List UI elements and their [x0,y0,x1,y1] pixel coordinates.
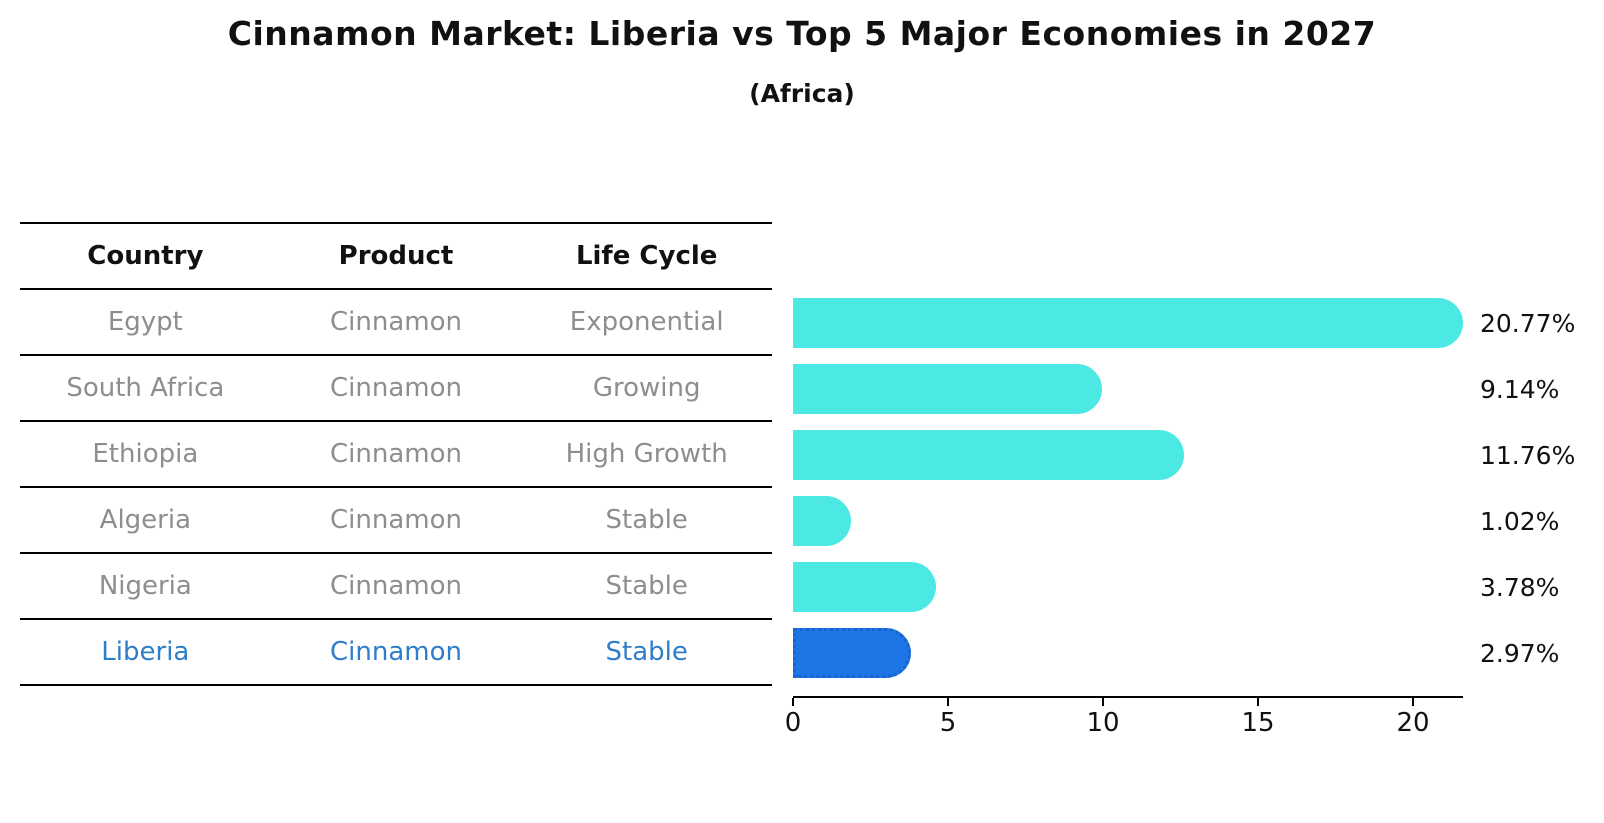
cell-life-cycle: Stable [605,637,688,667]
cell-country: South Africa [66,373,225,403]
cell-product: Cinnamon [330,307,462,337]
cell-country: Egypt [107,307,183,337]
bar-ethiopia [793,430,1184,480]
cell-country: Liberia [101,637,190,667]
x-axis-tick [792,698,794,706]
x-axis-tick-label: 10 [1086,708,1120,738]
chart-subtitle: (Africa) [749,79,855,108]
cell-country: Nigeria [98,571,192,601]
cell-life-cycle: Stable [605,571,688,601]
cell-life-cycle: Growing [592,373,701,403]
cell-product: Cinnamon [330,373,462,403]
table-row: Egypt Cinnamon Exponential [20,290,772,356]
table-row: Algeria Cinnamon Stable [20,488,772,554]
bar-nigeria [793,562,936,612]
cell-country: Algeria [99,505,192,535]
country-table: Country Product Life Cycle Egypt Cinnamo… [20,222,772,686]
bar-egypt [793,298,1463,348]
bar-south-africa [793,364,1102,414]
table-row: Ethiopia Cinnamon High Growth [20,422,772,488]
cell-life-cycle: Exponential [569,307,724,337]
cell-product: Cinnamon [330,637,462,667]
table-row: Nigeria Cinnamon Stable [20,554,772,620]
x-axis-tick-label: 20 [1396,708,1430,738]
table-row-liberia: Liberia Cinnamon Stable [20,620,772,686]
x-axis-tick-label: 5 [939,708,957,738]
cell-product: Cinnamon [330,439,462,469]
value-label: 20.77% [1480,308,1576,338]
bar-algeria [793,496,851,546]
x-axis-tick [1257,698,1259,706]
cell-country: Ethiopia [92,439,199,469]
x-axis-tick-label: 0 [784,708,802,738]
cell-life-cycle: High Growth [565,439,728,469]
table-row: South Africa Cinnamon Growing [20,356,772,422]
x-axis-tick [1412,698,1414,706]
header-country: Country [87,241,204,271]
value-label: 3.78% [1480,572,1560,602]
value-label: 1.02% [1480,506,1560,536]
table-header-row: Country Product Life Cycle [20,224,772,290]
header-product: Product [338,241,454,271]
value-label: 2.97% [1480,638,1560,668]
header-life-cycle: Life Cycle [575,241,718,271]
bar-liberia [793,628,911,678]
x-axis-tick [1102,698,1104,706]
cell-product: Cinnamon [330,571,462,601]
x-axis-tick [947,698,949,706]
x-axis: 0 5 10 15 20 [785,696,1463,738]
x-axis-tick-label: 15 [1241,708,1275,738]
cell-product: Cinnamon [330,505,462,535]
value-label: 11.76% [1480,440,1576,470]
chart-title: Cinnamon Market: Liberia vs Top 5 Major … [227,14,1377,53]
value-label: 9.14% [1480,374,1560,404]
cell-life-cycle: Stable [605,505,688,535]
